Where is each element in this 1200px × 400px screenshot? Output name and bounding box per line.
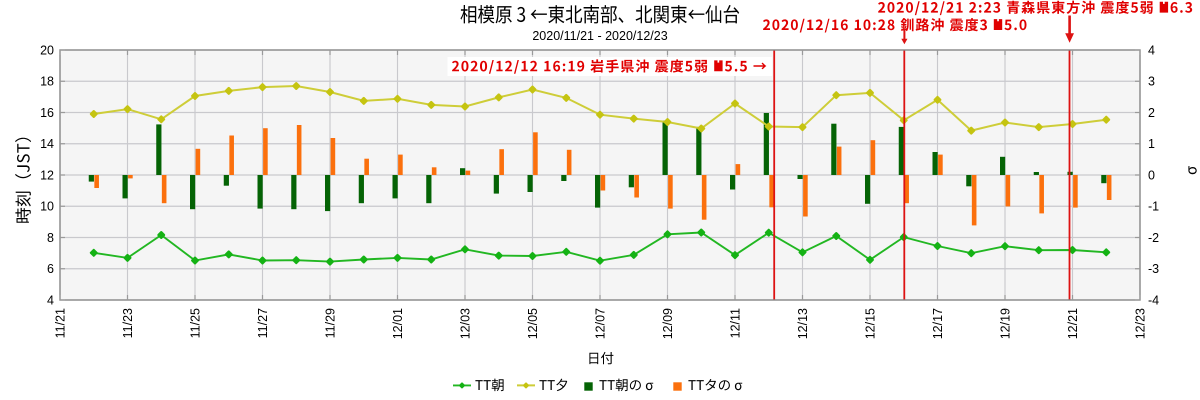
svg-text:2: 2	[1148, 106, 1155, 120]
svg-text:-2: -2	[1148, 231, 1159, 245]
svg-text:12/19: 12/19	[998, 308, 1012, 339]
svg-text:12/03: 12/03	[458, 308, 472, 339]
svg-text:0: 0	[1148, 168, 1155, 182]
svg-text:14: 14	[40, 137, 54, 151]
svg-text:12/17: 12/17	[931, 308, 945, 339]
svg-text:18: 18	[40, 75, 54, 89]
svg-text:3: 3	[1148, 75, 1155, 89]
svg-text:11/21: 11/21	[53, 308, 67, 338]
svg-text:12/21: 12/21	[1066, 308, 1080, 339]
svg-text:11/27: 11/27	[256, 308, 270, 338]
svg-text:16: 16	[40, 106, 54, 120]
svg-text:11/29: 11/29	[323, 308, 337, 338]
svg-text:12/05: 12/05	[526, 308, 540, 339]
svg-text:12/01: 12/01	[391, 308, 405, 339]
svg-text:-4: -4	[1148, 293, 1159, 307]
svg-text:20: 20	[40, 43, 54, 57]
svg-text:12/11: 12/11	[728, 308, 742, 338]
svg-text:12/15: 12/15	[863, 308, 877, 339]
svg-text:12/07: 12/07	[593, 308, 607, 339]
svg-text:12: 12	[40, 168, 54, 182]
svg-text:1: 1	[1148, 137, 1155, 151]
svg-text:-3: -3	[1148, 262, 1159, 276]
svg-text:-1: -1	[1148, 200, 1159, 214]
svg-text:4: 4	[47, 293, 54, 307]
svg-text:8: 8	[47, 231, 54, 245]
svg-text:10: 10	[40, 200, 54, 214]
svg-text:4: 4	[1148, 43, 1155, 57]
svg-text:2020/11/21 - 2020/12/23: 2020/11/21 - 2020/12/23	[532, 29, 667, 43]
svg-text:11/23: 11/23	[121, 308, 135, 338]
svg-text:12/09: 12/09	[661, 308, 675, 339]
svg-text:6: 6	[47, 262, 54, 276]
svg-text:12/13: 12/13	[796, 308, 810, 339]
svg-text:12/23: 12/23	[1133, 308, 1147, 339]
svg-text:11/25: 11/25	[188, 308, 202, 338]
